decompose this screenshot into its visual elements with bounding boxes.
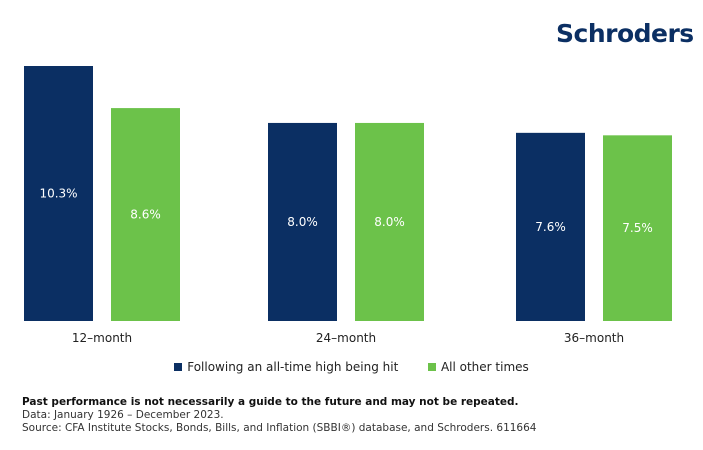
legend-swatch-ath: [174, 362, 183, 371]
bar-chart: 10.3% 8.6% 12–month 8.0% 8.0% 24–month 7.6% 7.5…: [24, 66, 672, 345]
data-note: Data: January 1926 – December 2023.: [22, 409, 224, 421]
legend-label-other: All other times: [440, 359, 529, 374]
bar-ath-3: [516, 132, 585, 321]
bar-value-label: 7.6%: [535, 220, 566, 234]
category-label: 36–month: [564, 331, 624, 345]
bar-value-label: 8.0%: [287, 215, 318, 229]
bar-value-label: 8.6%: [130, 208, 161, 222]
bar-other-1: [111, 108, 180, 322]
footnotes: Past performance is not necessarily a gu…: [22, 396, 536, 435]
bar-ath-1: [24, 66, 93, 321]
bar-value-label: 10.3%: [39, 187, 77, 201]
bar-other-3: [603, 135, 672, 321]
legend-swatch-other: [427, 362, 436, 371]
bar-value-label: 7.5%: [622, 221, 653, 235]
disclaimer: Past performance is not necessarily a gu…: [22, 396, 519, 408]
bar-value-label: 8.0%: [374, 215, 405, 229]
category-label: 24–month: [316, 331, 376, 345]
legend: Following an all-time high being hit All…: [0, 359, 703, 374]
category-label: 12–month: [72, 331, 132, 345]
bar-ath-2: [268, 122, 337, 322]
source-note: Source: CFA Institute Stocks, Bonds, Bil…: [22, 422, 537, 434]
bar-other-2: [355, 122, 424, 322]
legend-label-ath: Following an all-time high being hit: [187, 359, 399, 374]
schroders-logo: Schroders: [556, 19, 694, 48]
